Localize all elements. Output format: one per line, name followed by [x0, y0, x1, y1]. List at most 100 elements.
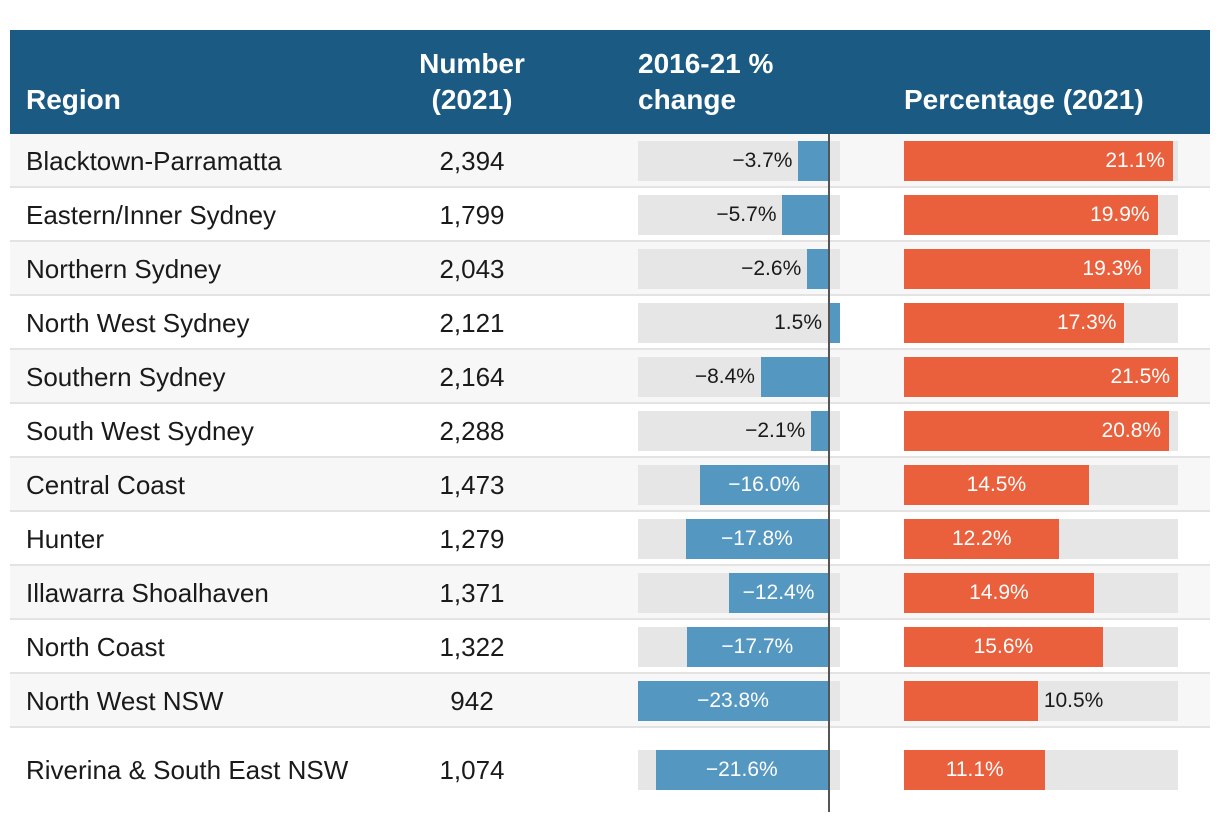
number-cell: 1,473 [439, 469, 505, 500]
change-label: 1.5% [774, 311, 822, 334]
header-percentage: Percentage (2021) [904, 84, 1144, 115]
change-bar [798, 141, 828, 181]
number-cell: 2,288 [439, 415, 505, 446]
change-label: −16.0% [728, 473, 801, 496]
change-bar [729, 573, 828, 613]
row-separator [10, 348, 1210, 350]
header-change-line2: change [638, 84, 737, 115]
change-track: −2.6% [638, 249, 840, 289]
change-track: −23.8% [638, 681, 840, 721]
row-separator [10, 618, 1210, 620]
number-cell: 2,121 [439, 307, 505, 338]
row-separator [10, 672, 1210, 674]
region-cell: North West Sydney [26, 308, 250, 338]
change-bar [807, 249, 828, 289]
region-cell: Blacktown-Parramatta [26, 146, 282, 176]
row-separator [10, 186, 1210, 188]
change-track: −17.8% [638, 519, 840, 559]
percentage-track: 20.8% [904, 411, 1178, 451]
percentage-label: 19.3% [1082, 257, 1142, 280]
header-number: Number (2021) [394, 46, 550, 118]
table-row: Central Coast 1,473 −16.0% 14.5% [10, 458, 1210, 512]
region-cell: Hunter [26, 524, 105, 554]
region-cell: Eastern/Inner Sydney [26, 200, 277, 230]
change-bar [638, 681, 828, 721]
percentage-bar [904, 141, 1173, 181]
change-bar [700, 465, 828, 505]
table-row: South West Sydney 2,288 −2.1% 20.8% [10, 404, 1210, 458]
percentage-bar [904, 195, 1158, 235]
region-cell: Riverina & South East NSW [26, 755, 349, 785]
region-cell: Illawarra Shoalhaven [26, 578, 269, 608]
row-separator [10, 240, 1210, 242]
table-header: Region Number (2021) 2016-21 % change Pe… [10, 30, 1210, 134]
region-cell: North Coast [26, 632, 165, 662]
change-bar [686, 627, 828, 667]
percentage-label: 21.1% [1105, 149, 1165, 172]
number-cell: 1,279 [439, 523, 505, 554]
change-label: −3.7% [732, 149, 793, 172]
table-row: Blacktown-Parramatta 2,394 −3.7% 21.1% [10, 134, 1210, 188]
change-track: 1.5% [638, 303, 840, 343]
header-number-line2: (2021) [431, 84, 513, 115]
percentage-bar [904, 681, 1038, 721]
row-separator [10, 564, 1210, 566]
change-bar [782, 195, 828, 235]
change-label: −12.4% [742, 581, 815, 604]
percentage-label: 11.1% [945, 758, 1004, 781]
percentage-label: 12.2% [951, 527, 1012, 550]
change-label: −8.4% [694, 365, 755, 388]
table-row: Southern Sydney 2,164 −8.4% 21.5% [10, 350, 1210, 404]
row-separator [10, 456, 1210, 458]
change-track: −16.0% [638, 465, 840, 505]
row-separator [10, 726, 1210, 728]
percentage-bar [904, 411, 1170, 451]
change-track: −5.7% [638, 195, 840, 235]
number-cell: 2,164 [439, 361, 505, 392]
percentage-bar [904, 573, 1094, 613]
change-label: −17.7% [721, 635, 794, 658]
number-cell: 1,074 [439, 754, 505, 785]
percentage-label: 21.5% [1110, 365, 1170, 388]
table-row: North West Sydney 2,121 1.5% 17.3% [10, 296, 1210, 350]
number-cell: 1,371 [439, 577, 505, 608]
change-bar [655, 750, 828, 790]
table-row: Illawarra Shoalhaven 1,371 −12.4% 14.9% [10, 566, 1210, 620]
region-cell: Central Coast [26, 470, 185, 500]
percentage-label: 19.9% [1090, 203, 1150, 226]
change-label: −17.8% [721, 527, 793, 550]
table-row: North Coast 1,322 −17.7% 15.6% [10, 620, 1210, 674]
percentage-bar [904, 303, 1125, 343]
change-label: −2.6% [741, 257, 802, 280]
region-cell: North West NSW [26, 686, 224, 716]
change-track: −2.1% [638, 411, 840, 451]
table-row: North West NSW 942 −23.8% 10.5% [10, 674, 1210, 728]
percentage-bar [904, 357, 1178, 397]
header-change: 2016-21 % change [638, 46, 773, 118]
percentage-track: 19.3% [904, 249, 1178, 289]
change-bar [760, 357, 828, 397]
region-cell: South West Sydney [26, 416, 254, 446]
percentage-label: 17.3% [1056, 311, 1117, 334]
percentage-label: 20.8% [1101, 419, 1162, 442]
percentage-track: 21.1% [904, 141, 1178, 181]
header-region: Region [26, 84, 121, 115]
number-cell: 1,799 [439, 199, 505, 230]
change-label: −2.1% [745, 419, 806, 442]
row-separator [10, 510, 1210, 512]
header-change-line1: 2016-21 % [638, 48, 774, 79]
table-row: Hunter 1,279 −17.8% 12.2% [10, 512, 1210, 566]
percentage-track: 14.5% [904, 465, 1178, 505]
percentage-track: 15.6% [904, 627, 1178, 667]
header-number-line1: Number [419, 48, 525, 79]
number-cell: 2,394 [439, 145, 505, 176]
percentage-bar [904, 465, 1089, 505]
percentage-label: 14.5% [966, 473, 1027, 496]
percentage-label: 15.6% [973, 635, 1034, 658]
percentage-track: 14.9% [904, 573, 1178, 613]
percentage-bar [904, 249, 1150, 289]
number-cell: 2,043 [439, 253, 505, 284]
percentage-track: 17.3% [904, 303, 1178, 343]
number-cell: 942 [450, 685, 494, 716]
change-track: −17.7% [638, 627, 840, 667]
